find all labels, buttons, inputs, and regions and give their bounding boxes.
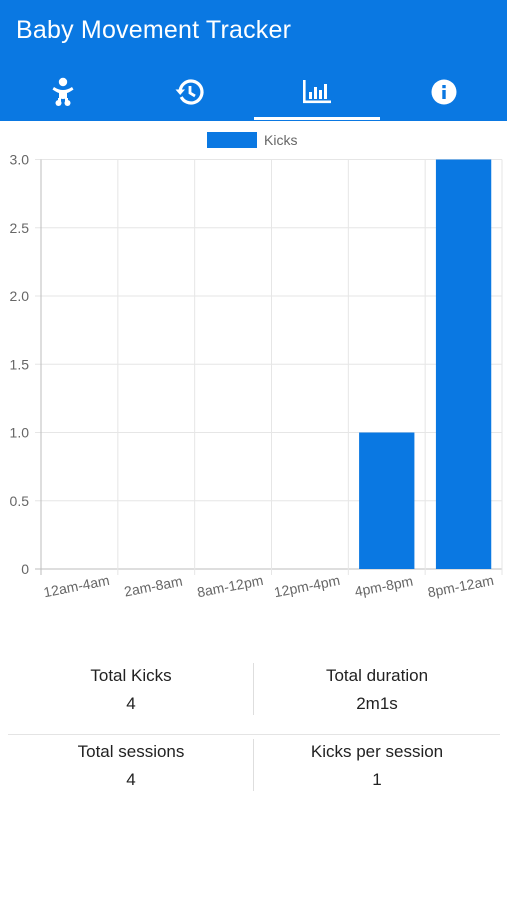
y-tick-label: 1.0 [10, 425, 30, 441]
y-tick-label: 1.5 [10, 356, 30, 372]
kicks-per-session-stat: Kicks per session 1 [254, 736, 500, 798]
legend-label: Kicks [264, 132, 297, 148]
bar-8pm-12am [435, 159, 492, 569]
x-tick-label: 12pm-4pm [273, 572, 342, 600]
tab-info[interactable] [380, 62, 507, 121]
info-icon [431, 79, 457, 105]
baby-icon [50, 77, 76, 107]
stats-panel: Total Kicks 4 Total duration 2m1s Total … [8, 660, 500, 798]
bar-chart-icon [302, 79, 332, 105]
total-sessions-stat: Total sessions 4 [8, 736, 254, 798]
x-tick-label: 2am-8am [123, 573, 184, 600]
tab-history[interactable] [127, 62, 254, 121]
x-tick-label: 4pm-8pm [353, 573, 414, 600]
bar-4pm-8pm [359, 432, 415, 569]
y-tick-label: 2.0 [10, 288, 30, 304]
total-duration-value: 2m1s [356, 694, 398, 713]
tab-bar [0, 62, 507, 121]
total-sessions-value: 4 [126, 770, 136, 789]
kicks-bar-chart: 3.0 2.5 2.0 1.5 1.0 0.5 0 12am-4am 2am-8am 8am-12… [10, 132, 503, 600]
app-title: Baby Movement Tracker [16, 16, 292, 44]
total-kicks-value: 4 [126, 694, 136, 713]
app-bar: Baby Movement Tracker [0, 0, 507, 121]
x-tick-label: 8am-12pm [196, 572, 265, 600]
kicks-per-session-label: Kicks per session [310, 742, 444, 761]
total-sessions-label: Total sessions [77, 742, 185, 761]
kicks-chart: 3.0 2.5 2.0 1.5 1.0 0.5 0 12am-4am 2am-8am 8am-12… [0, 122, 507, 642]
y-tick-label: 3.0 [10, 152, 30, 168]
total-kicks-label: Total Kicks [90, 666, 172, 685]
total-duration-stat: Total duration 2m1s [254, 660, 500, 722]
y-tick-label: 0 [21, 561, 29, 577]
total-kicks-stat: Total Kicks 4 [8, 660, 254, 722]
history-icon [175, 78, 205, 106]
kicks-per-session-value: 1 [372, 770, 382, 789]
total-duration-label: Total duration [325, 666, 429, 685]
legend-swatch [207, 132, 257, 148]
y-tick-label: 0.5 [10, 493, 30, 509]
tab-statistics[interactable] [253, 62, 381, 121]
tab-tracker[interactable] [0, 62, 127, 121]
x-tick-label: 8pm-12am [426, 572, 495, 600]
x-tick-label: 12am-4am [42, 572, 111, 600]
stats-row: Total Kicks 4 Total duration 2m1s [8, 660, 500, 735]
y-tick-label: 2.5 [10, 220, 30, 236]
stats-row: Total sessions 4 Kicks per session 1 [8, 736, 500, 798]
